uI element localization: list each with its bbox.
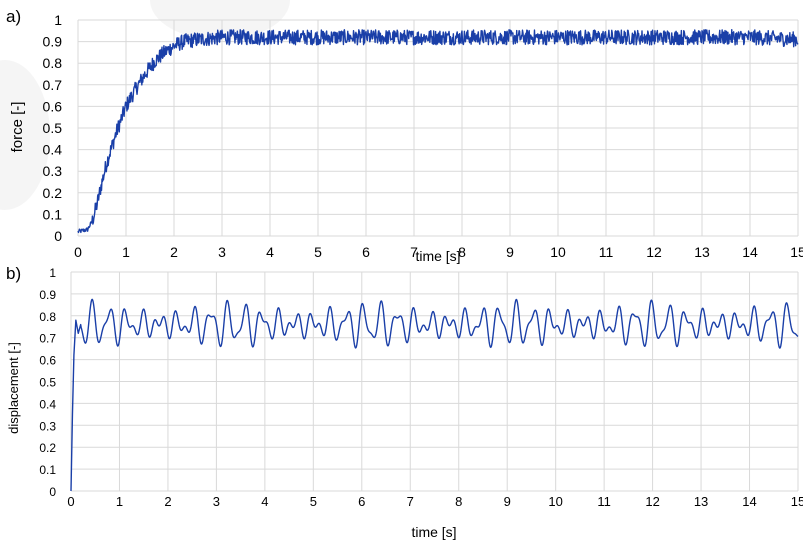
y-axis-label-b: displacement [-]	[6, 342, 21, 434]
y-tick-label: 0.7	[43, 77, 63, 93]
y-tick-labels-b: 0 0.1 0.2 0.3 0.4 0.5 0.6 0.7 0.8 0.9 1	[39, 266, 56, 499]
x-tick-label: 14	[742, 244, 758, 260]
x-tick-label: 5	[314, 244, 322, 260]
y-axis-label-a: force [-]	[9, 102, 26, 153]
y-tick-label: 0.2	[43, 185, 63, 201]
x-tick-label: 13	[694, 494, 708, 509]
x-tick-label: 6	[358, 494, 365, 509]
y-tick-label: 0.5	[43, 120, 63, 136]
y-tick-label: 0	[54, 228, 62, 244]
y-tick-label: 0.8	[43, 55, 63, 71]
x-tick-label: 8	[458, 244, 466, 260]
x-tick-label: 7	[410, 244, 418, 260]
y-tick-label: 0.2	[39, 441, 56, 455]
x-tick-label: 9	[506, 244, 514, 260]
x-tick-label: 12	[646, 244, 662, 260]
y-tick-label: 0.4	[43, 142, 63, 158]
x-tick-label: 3	[213, 494, 220, 509]
x-tick-label: 0	[67, 494, 74, 509]
x-tick-label: 11	[597, 494, 611, 509]
grid-a	[77, 19, 799, 237]
y-tick-label: 0.9	[39, 288, 56, 302]
x-tick-label: 7	[407, 494, 414, 509]
series-group-a	[77, 29, 799, 234]
x-axis-label-b: time [s]	[411, 524, 456, 540]
x-tick-label: 3	[218, 244, 226, 260]
y-tick-label: 1	[49, 266, 56, 280]
x-tick-label: 4	[261, 494, 268, 509]
x-tick-label: 13	[694, 244, 710, 260]
x-tick-labels-a: 0 1 2 3 4 5 6 7 8 9 10 11 12 13 14 15	[74, 244, 803, 260]
x-tick-label: 15	[791, 494, 803, 509]
x-tick-label: 9	[504, 494, 511, 509]
y-tick-label: 1	[54, 12, 62, 28]
series-line	[77, 29, 799, 234]
y-tick-label: 0.6	[43, 98, 63, 114]
x-tick-label: 1	[122, 244, 130, 260]
x-tick-label: 15	[790, 244, 803, 260]
series-group-b	[70, 298, 799, 492]
y-tick-label: 0.5	[39, 376, 56, 390]
x-tick-label: 10	[548, 494, 562, 509]
x-tick-label: 6	[362, 244, 370, 260]
y-tick-label: 0.4	[39, 397, 56, 411]
y-tick-label: 0.1	[39, 463, 56, 477]
x-tick-label: 4	[266, 244, 274, 260]
y-tick-label: 0.3	[39, 419, 56, 433]
y-tick-label: 0.9	[43, 34, 63, 50]
x-tick-label: 12	[645, 494, 659, 509]
y-tick-label: 0.8	[39, 310, 56, 324]
x-tick-label: 2	[164, 494, 171, 509]
x-tick-labels-b: 0 1 2 3 4 5 6 7 8 9 10 11 12 13 14 15	[67, 494, 803, 509]
x-tick-label: 2	[170, 244, 178, 260]
x-tick-label: 5	[310, 494, 317, 509]
x-axis-label-a: time [s]	[415, 248, 460, 264]
x-tick-label: 1	[116, 494, 123, 509]
y-tick-label: 0.7	[39, 332, 56, 346]
x-tick-label: 8	[455, 494, 462, 509]
x-tick-label: 14	[742, 494, 756, 509]
y-tick-label: 0.6	[39, 354, 56, 368]
y-tick-label: 0.3	[43, 163, 63, 179]
y-tick-labels-a: 0 0.1 0.2 0.3 0.4 0.5 0.6 0.7 0.8 0.9 1	[43, 12, 63, 244]
x-tick-label: 11	[599, 244, 614, 260]
y-tick-label: 0	[49, 485, 56, 499]
x-tick-label: 10	[550, 244, 566, 260]
x-tick-label: 0	[74, 244, 82, 260]
series-line	[70, 298, 799, 492]
panel-label-b: b)	[6, 264, 21, 283]
panel-label-a: a)	[6, 7, 21, 26]
grid-b	[70, 271, 799, 492]
y-tick-label: 0.1	[43, 206, 63, 222]
